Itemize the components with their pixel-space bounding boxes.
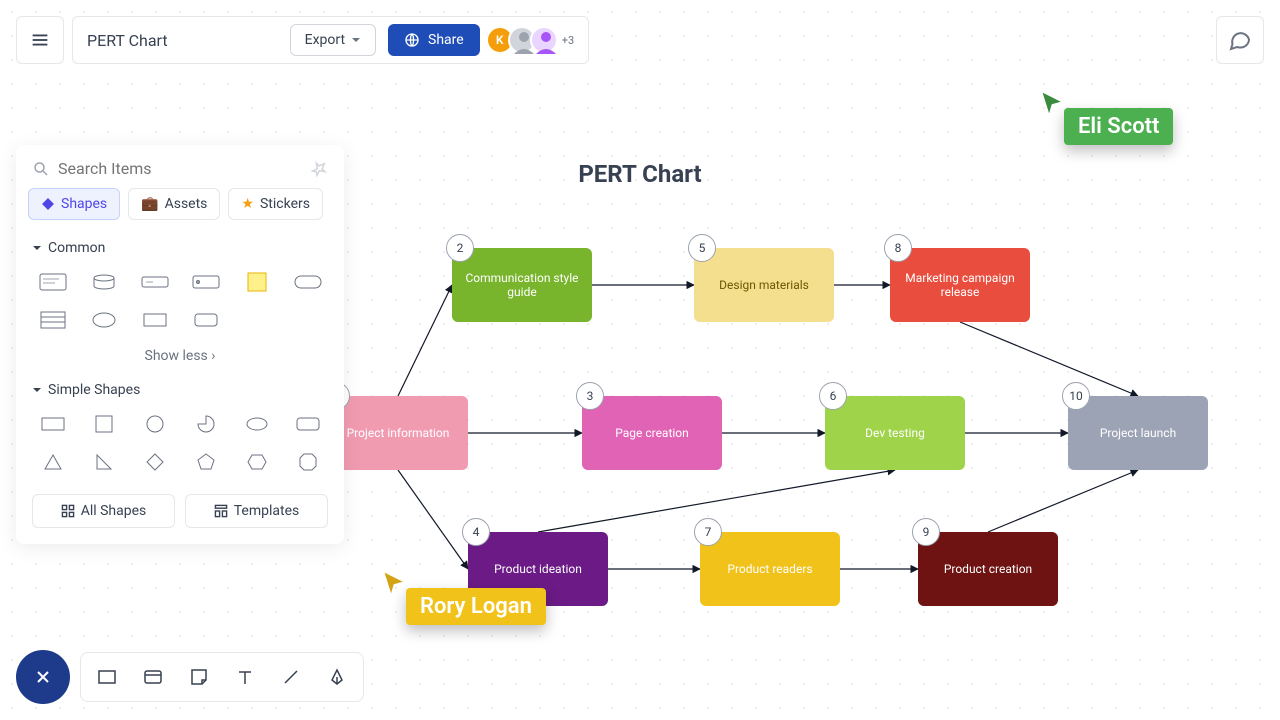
tool-line[interactable] bbox=[273, 659, 309, 695]
shape-table[interactable] bbox=[32, 306, 73, 334]
document-title[interactable]: PERT Chart bbox=[87, 31, 278, 50]
tool-sticky[interactable] bbox=[181, 659, 217, 695]
avatar-more-count[interactable]: +3 bbox=[562, 34, 574, 47]
section-simple-header[interactable]: Simple Shapes bbox=[16, 372, 344, 404]
node-badge: 7 bbox=[694, 518, 722, 546]
search-input[interactable] bbox=[58, 159, 302, 178]
tool-text[interactable] bbox=[227, 659, 263, 695]
chart-node-3[interactable]: Page creation3 bbox=[582, 396, 722, 470]
export-label: Export bbox=[305, 32, 345, 48]
shape-ellipse[interactable] bbox=[83, 306, 124, 334]
shape-database[interactable] bbox=[83, 268, 124, 296]
chart-node-10[interactable]: Project launch10 bbox=[1068, 396, 1208, 470]
node-badge: 6 bbox=[819, 382, 847, 410]
shape-oval[interactable] bbox=[236, 410, 277, 438]
close-panel-button[interactable] bbox=[16, 650, 70, 704]
hamburger-menu-button[interactable] bbox=[16, 16, 64, 64]
shape-box[interactable] bbox=[185, 268, 226, 296]
node-badge: 5 bbox=[688, 234, 716, 262]
shape-card[interactable] bbox=[32, 268, 73, 296]
tab-assets-label: Assets bbox=[165, 196, 208, 212]
chart-node-1[interactable]: Project information1 bbox=[328, 396, 468, 470]
shape-diamond[interactable] bbox=[134, 448, 175, 476]
collaborator-cursor: Rory Logan bbox=[384, 572, 546, 625]
pin-icon[interactable] bbox=[310, 160, 328, 178]
bottom-toolbar bbox=[16, 650, 364, 704]
all-shapes-button[interactable]: All Shapes bbox=[32, 494, 175, 528]
shape-pentagon[interactable] bbox=[185, 448, 226, 476]
show-less-label: Show less bbox=[145, 348, 208, 364]
topbar: PERT Chart Export Share K +3 bbox=[16, 16, 589, 64]
shape-arc[interactable] bbox=[185, 410, 226, 438]
section-common-header[interactable]: Common bbox=[16, 230, 344, 262]
simple-shapes-grid bbox=[16, 404, 344, 482]
tool-card[interactable] bbox=[135, 659, 171, 695]
section-simple-label: Simple Shapes bbox=[48, 382, 140, 398]
star-icon: ★ bbox=[241, 196, 254, 212]
tab-shapes-label: Shapes bbox=[61, 196, 107, 212]
shape-octagon[interactable] bbox=[287, 448, 328, 476]
shape-square[interactable] bbox=[83, 410, 124, 438]
sidebar-bottom-actions: All Shapes Templates bbox=[16, 482, 344, 528]
chart-node-2[interactable]: Communication style guide2 bbox=[452, 248, 592, 322]
chart-node-7[interactable]: Product readers7 bbox=[700, 532, 840, 606]
share-label: Share bbox=[428, 32, 464, 48]
shape-rectangle[interactable] bbox=[32, 410, 73, 438]
templates-button[interactable]: Templates bbox=[185, 494, 328, 528]
tool-rectangle[interactable] bbox=[89, 659, 125, 695]
comments-button[interactable] bbox=[1216, 16, 1264, 64]
shape-triangle[interactable] bbox=[32, 448, 73, 476]
tab-assets[interactable]: 💼 Assets bbox=[128, 188, 220, 220]
tab-stickers[interactable]: ★ Stickers bbox=[228, 188, 323, 220]
node-badge: 10 bbox=[1062, 382, 1090, 410]
tool-pen[interactable] bbox=[319, 659, 355, 695]
shape-rounded[interactable] bbox=[185, 306, 226, 334]
node-badge: 2 bbox=[446, 234, 474, 262]
sidebar-tabs: Shapes 💼 Assets ★ Stickers bbox=[16, 188, 344, 230]
shape-pill[interactable] bbox=[287, 268, 328, 296]
share-button[interactable]: Share bbox=[388, 24, 480, 56]
shape-rect[interactable] bbox=[134, 306, 175, 334]
templates-label: Templates bbox=[234, 503, 300, 519]
tab-stickers-label: Stickers bbox=[260, 196, 310, 212]
tab-shapes[interactable]: Shapes bbox=[28, 188, 120, 220]
node-badge: 8 bbox=[884, 234, 912, 262]
shape-hexagon[interactable] bbox=[236, 448, 277, 476]
all-shapes-label: All Shapes bbox=[81, 503, 147, 519]
shapes-sidebar: Shapes 💼 Assets ★ Stickers Common Show l… bbox=[16, 145, 344, 544]
section-common-label: Common bbox=[48, 240, 105, 256]
shape-sticky[interactable] bbox=[236, 268, 277, 296]
canvas-title: PERT Chart bbox=[578, 160, 701, 188]
node-badge: 9 bbox=[912, 518, 940, 546]
export-button[interactable]: Export bbox=[290, 24, 376, 56]
show-less-button[interactable]: Show less › bbox=[16, 340, 344, 372]
shape-right-triangle[interactable] bbox=[83, 448, 124, 476]
chart-node-5[interactable]: Design materials5 bbox=[694, 248, 834, 322]
shape-circle[interactable] bbox=[134, 410, 175, 438]
search-icon bbox=[32, 160, 50, 178]
document-titlebar: PERT Chart Export Share K +3 bbox=[72, 16, 589, 64]
chart-node-8[interactable]: Marketing campaign release8 bbox=[890, 248, 1030, 322]
chevron-right-icon: › bbox=[211, 348, 215, 364]
node-badge: 4 bbox=[462, 518, 490, 546]
sidebar-search-row bbox=[16, 145, 344, 188]
chart-node-6[interactable]: Dev testing6 bbox=[825, 396, 965, 470]
tool-group bbox=[80, 652, 364, 702]
common-shapes-grid bbox=[16, 262, 344, 340]
collaborator-avatars[interactable]: K +3 bbox=[492, 26, 574, 54]
avatar-user-3[interactable] bbox=[530, 26, 558, 54]
chart-node-9[interactable]: Product creation9 bbox=[918, 532, 1058, 606]
collaborator-cursor: Eli Scott bbox=[1042, 92, 1173, 145]
shape-rect2[interactable] bbox=[287, 410, 328, 438]
shape-input[interactable] bbox=[134, 268, 175, 296]
briefcase-icon: 💼 bbox=[141, 196, 158, 212]
node-badge: 3 bbox=[576, 382, 604, 410]
